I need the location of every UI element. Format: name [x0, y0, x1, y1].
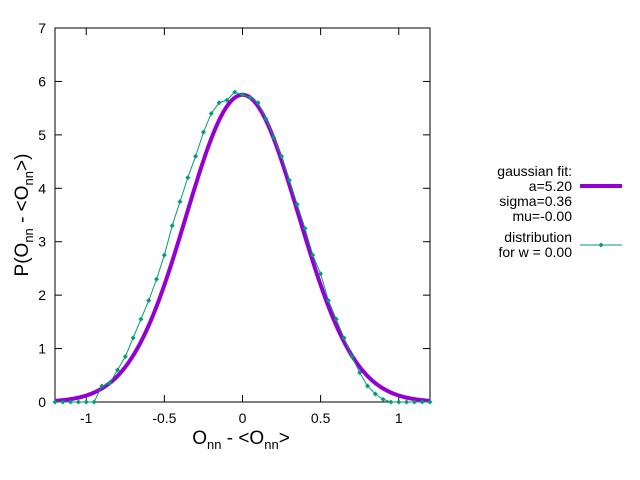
distribution-point	[396, 399, 402, 405]
distribution-point	[68, 399, 74, 405]
distribution-point	[388, 399, 394, 405]
distribution-point	[263, 116, 269, 122]
distribution-point	[185, 175, 191, 181]
distribution-point	[216, 100, 222, 106]
distribution-point	[169, 223, 175, 229]
distribution-point	[271, 135, 277, 141]
distribution-point	[286, 177, 292, 183]
distribution-point	[325, 297, 331, 303]
y-tick-label: 3	[38, 234, 46, 250]
distribution-point	[115, 367, 120, 373]
distribution-point	[357, 370, 363, 376]
legend-dist-marker	[598, 242, 604, 248]
y-axis-label-mid: - <O	[12, 185, 33, 228]
y-tick-label: 2	[38, 287, 46, 303]
distribution-point	[200, 129, 206, 135]
x-tick-label: -1	[80, 410, 93, 426]
y-tick-label: 6	[38, 73, 46, 89]
distribution-point	[341, 335, 347, 341]
legend-fit-line-3: sigma=0.36	[499, 193, 572, 209]
distribution-point	[177, 199, 183, 205]
distribution-point	[52, 399, 58, 405]
y-tick-label: 0	[38, 394, 46, 410]
distribution-point	[60, 399, 66, 405]
distribution-point	[83, 399, 89, 405]
x-tick-label: -0.5	[152, 410, 176, 426]
distribution-point	[91, 399, 97, 405]
y-axis-label-main: P(O	[12, 243, 33, 277]
distribution-point	[310, 252, 316, 258]
distribution-point	[279, 153, 285, 159]
x-axis-label-mid: - <O	[221, 428, 264, 449]
x-tick-label: 1	[395, 410, 403, 426]
legend-fit-line-2: a=5.20	[529, 178, 572, 194]
data-curves	[52, 89, 433, 405]
legend: gaussian fit: a=5.20 sigma=0.36 mu=-0.00…	[497, 163, 622, 260]
legend-fit-line-1: gaussian fit:	[497, 163, 572, 179]
distribution-point	[294, 201, 300, 207]
distribution-point	[333, 316, 339, 322]
x-axis-label-end: >	[279, 428, 290, 449]
distribution-point	[427, 399, 433, 405]
legend-dist-line-2: for w = 0.00	[498, 244, 572, 260]
x-tick-label: 0.5	[311, 410, 331, 426]
distribution-point	[318, 271, 324, 277]
legend-fit-line-4: mu=-0.00	[512, 208, 572, 224]
y-axis-label-end: >)	[12, 154, 33, 171]
legend-dist-line-1: distribution	[504, 229, 572, 245]
distribution-point	[255, 100, 261, 106]
distribution-point	[240, 92, 245, 98]
distribution-point	[349, 354, 355, 360]
distribution-point	[107, 380, 113, 386]
x-tick-label: 0	[239, 410, 247, 426]
distribution-point	[302, 225, 308, 231]
distribution-point	[130, 335, 136, 341]
y-axis-label-sub2: nn	[21, 171, 36, 185]
distribution-point	[75, 399, 81, 405]
x-axis-label-sub: nn	[207, 437, 221, 452]
distribution-point	[161, 252, 167, 258]
axis-ticks: -1 -0.5 0 0.5 1 0 1 2 3 4 5 6 7	[38, 20, 430, 426]
x-axis-label-main: O	[192, 428, 207, 449]
distribution-point	[380, 396, 386, 402]
distribution-point	[372, 391, 378, 397]
distribution-point	[122, 354, 128, 360]
y-axis-label-sub: nn	[21, 228, 36, 242]
distribution-point	[99, 383, 105, 389]
x-axis-label: Onn - <Onn>	[192, 428, 290, 452]
plot-area	[54, 27, 431, 403]
distribution-point	[146, 297, 152, 303]
x-axis-label-sub2: nn	[264, 437, 278, 452]
distribution-point	[138, 316, 144, 322]
distribution-point	[365, 383, 370, 389]
distribution-point	[232, 89, 238, 95]
y-tick-label: 4	[38, 180, 46, 196]
distribution-point	[247, 94, 253, 100]
distribution-point	[193, 153, 199, 159]
distribution-point	[419, 399, 425, 405]
y-tick-label: 5	[38, 127, 46, 143]
y-tick-label: 7	[38, 20, 46, 36]
y-tick-label: 1	[38, 341, 46, 357]
distribution-point	[154, 276, 160, 282]
distribution-point	[404, 399, 410, 405]
distribution-point	[224, 97, 230, 103]
distribution-point	[411, 399, 417, 405]
distribution-point	[208, 110, 214, 116]
y-axis-label: P(Onn - <Onn>)	[12, 154, 36, 277]
